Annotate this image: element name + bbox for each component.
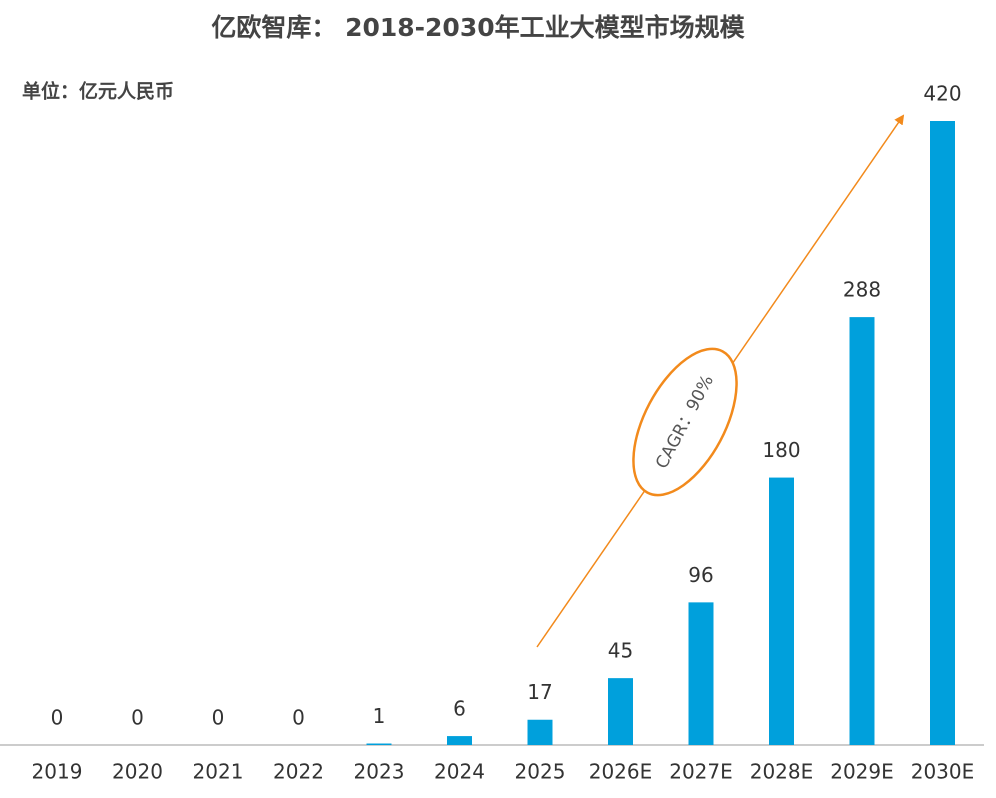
x-tick-label: 2021: [193, 760, 244, 784]
cagr-ellipse: [632, 347, 738, 497]
value-label: 0: [292, 706, 305, 730]
x-tick-label: 2027E: [669, 760, 733, 784]
bar: [366, 743, 392, 745]
value-label: 1: [373, 704, 386, 728]
x-tick-label: 2025: [515, 760, 566, 784]
value-label: 0: [131, 706, 144, 730]
unit-label: 单位：亿元人民币: [22, 80, 174, 103]
x-tick-label: 2024: [434, 760, 485, 784]
value-label: 180: [762, 438, 800, 462]
x-tick-label: 2022: [273, 760, 324, 784]
bar: [769, 477, 794, 745]
bar: [608, 678, 633, 745]
bar: [688, 602, 714, 745]
bar: [447, 736, 472, 745]
value-label: 45: [608, 639, 633, 663]
value-label: 0: [51, 706, 64, 730]
value-label: 0: [212, 706, 225, 730]
x-tick-label: 2026E: [589, 760, 653, 784]
x-tick-label: 2020: [112, 760, 163, 784]
bar: [527, 719, 553, 745]
x-tick-label: 2023: [354, 760, 405, 784]
value-label: 17: [527, 680, 552, 704]
bar: [930, 121, 955, 745]
x-tick-label: 2030E: [911, 760, 975, 784]
chart-title: 亿欧智库： 2018-2030年工业大模型市场规模: [211, 13, 745, 42]
bar: [849, 317, 875, 745]
x-tick-label: 2019: [32, 760, 83, 784]
x-tick-label: 2028E: [750, 760, 814, 784]
value-label: 6: [453, 697, 466, 721]
value-label: 420: [923, 82, 961, 106]
value-label: 288: [843, 278, 881, 302]
x-tick-label: 2029E: [830, 760, 894, 784]
value-label: 96: [688, 563, 713, 587]
